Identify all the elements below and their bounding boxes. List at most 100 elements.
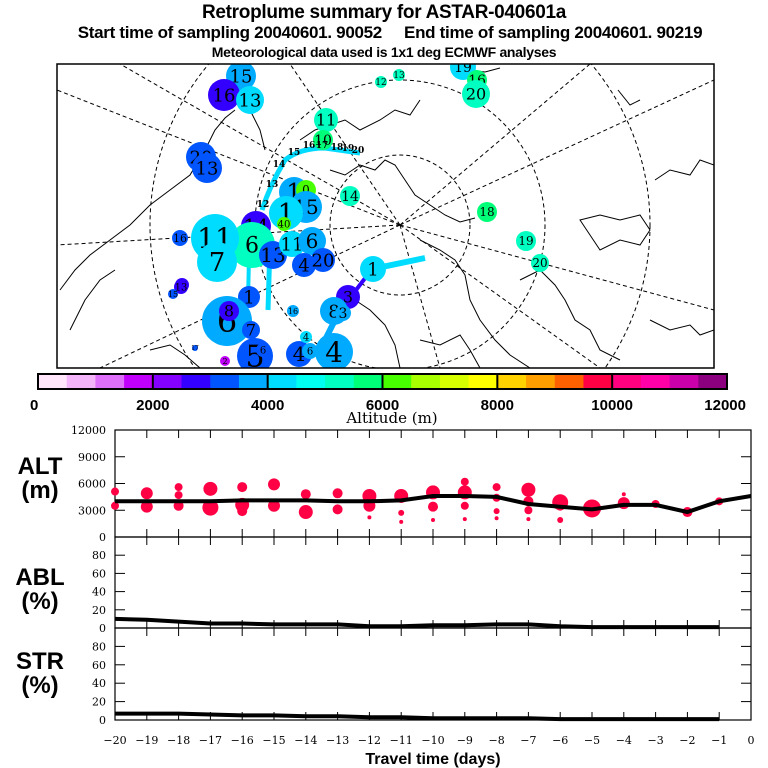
plume-centroid: 7 (197, 242, 237, 282)
altitude-point (431, 518, 435, 523)
plume-centroid: 6 (302, 343, 318, 359)
altitude-point (237, 482, 248, 493)
centroid-circle (375, 76, 387, 88)
x-tick-label: −16 (231, 734, 254, 747)
chart-title: Retroplume summary for ASTAR-040601a (201, 2, 567, 23)
centroid-day-label: 6 (260, 346, 266, 357)
centroid-circle (298, 227, 326, 255)
plume-centroid: 19 (516, 231, 536, 251)
centroid-circle (236, 86, 264, 114)
x-tick-label: −7 (520, 734, 536, 747)
colorbar-label: Altitude (m) (345, 409, 437, 427)
x-tick-label: −14 (294, 734, 317, 747)
centroid-circle (516, 231, 536, 251)
abl-label-line1: ABL (15, 564, 65, 591)
y-tick-label: 20 (92, 696, 106, 709)
panel-frame (114, 536, 752, 629)
x-tick-label: −18 (167, 734, 190, 747)
str-fraction-line (115, 711, 720, 722)
altitude-point (557, 517, 564, 524)
centroid-day-label: 12 (375, 78, 386, 88)
centroid-day-label: 0 (302, 183, 310, 197)
map-frame (56, 63, 715, 369)
colorbar-swatch (210, 374, 240, 389)
altitude-point (494, 516, 499, 521)
str-panel-label: STR (%) (10, 650, 70, 698)
plume-centroid: 16 (172, 230, 188, 246)
centroid-day-label: 16 (213, 85, 236, 106)
track-day-label: 18 (331, 143, 344, 153)
map-graticule: 1516131213191620111020131410151814014611… (57, 60, 714, 368)
centroid-circle (219, 301, 239, 321)
colorbar-tick-labels: 0 2000 4000 6000 8000 10000 12000 (30, 397, 746, 414)
centroid-day-label: 1 (367, 259, 378, 280)
centroid-circle (311, 248, 335, 272)
centroid-day-label: 16 (173, 232, 187, 245)
colorbar-tick-label: 4000 (251, 397, 284, 414)
colorbar-swatch (238, 374, 269, 389)
x-tick-label: −17 (199, 734, 222, 747)
centroid-day-label: 2 (222, 357, 227, 366)
plume-centroid: 13 (236, 86, 264, 114)
centroid-day-label: 19 (454, 60, 472, 76)
plume-centroid: 40 (277, 217, 291, 231)
centroid-circle (340, 186, 360, 206)
plume-centroid: 6 (256, 343, 270, 357)
x-tick-label: −20 (103, 734, 126, 747)
plume-centroid: 2 (220, 356, 230, 366)
colorbar-tick-label: 10000 (591, 397, 633, 414)
track-day-label: 16 (303, 141, 316, 151)
x-tick-label: −15 (262, 734, 285, 747)
colorbar-tick-label: 2000 (136, 397, 169, 414)
plume-centroid: 20 (531, 254, 549, 272)
plume-centroid: 14 (340, 186, 360, 206)
centroid-circle (202, 296, 252, 346)
centroid-day-label: 15 (230, 66, 253, 87)
centroid-circle (462, 80, 490, 108)
str-label-line2: (%) (21, 672, 59, 699)
track-day-label: 17 (316, 141, 329, 151)
centroid-circle (300, 331, 312, 343)
colorbar-swatch (583, 374, 613, 389)
altitude-point (268, 478, 280, 491)
centroid-circle (393, 69, 405, 81)
alt-label-line2: (m) (21, 477, 59, 504)
centroid-day-label: 20 (312, 250, 335, 271)
centroid-day-label: 10 (314, 133, 332, 149)
plume-centroid: 3 (335, 305, 351, 322)
plume-centroid: 17 (191, 345, 199, 352)
abl-panel-label: ABL (%) (10, 566, 70, 614)
x-tick-label: −10 (421, 734, 444, 747)
x-tick-label: −8 (488, 734, 504, 747)
plume-centroid: 11 (314, 108, 338, 132)
altitude-point (462, 517, 467, 522)
track-day-label: 19 (342, 144, 355, 154)
altitude-point (521, 482, 536, 497)
abl-fraction-line (114, 616, 720, 630)
centroid-circle (256, 343, 270, 357)
plume-centroid: 10 (313, 130, 333, 150)
centroid-day-label: 14 (341, 189, 359, 205)
colorbar-swatch (439, 374, 470, 389)
altitude-point (237, 506, 248, 517)
centroid-day-label: 8 (328, 301, 339, 322)
y-tick-label: 3000 (78, 504, 106, 517)
plume-centroid: 6 (298, 227, 326, 255)
colorbar-swatch (124, 374, 154, 389)
altitude-point (367, 515, 372, 520)
str-panel: 0 20 40 60 80 (92, 627, 752, 727)
altitude-point (398, 509, 405, 516)
plume-centroid: 20 (462, 80, 490, 108)
x-tick-label: −2 (679, 734, 695, 747)
colorbar-swatch (296, 374, 326, 389)
colorbar-tick-label: 6000 (366, 397, 399, 414)
altitude-point (298, 505, 313, 520)
colorbar-swatch (526, 374, 556, 389)
x-tick-label: −4 (616, 734, 632, 747)
altitude-point (399, 519, 404, 524)
plume-centroid: 4 (315, 333, 353, 368)
x-tick-label: −12 (358, 734, 381, 747)
colorbar-swatch (468, 374, 498, 389)
centroid-circle (197, 242, 237, 282)
plume-centroid: 15 (168, 289, 178, 299)
